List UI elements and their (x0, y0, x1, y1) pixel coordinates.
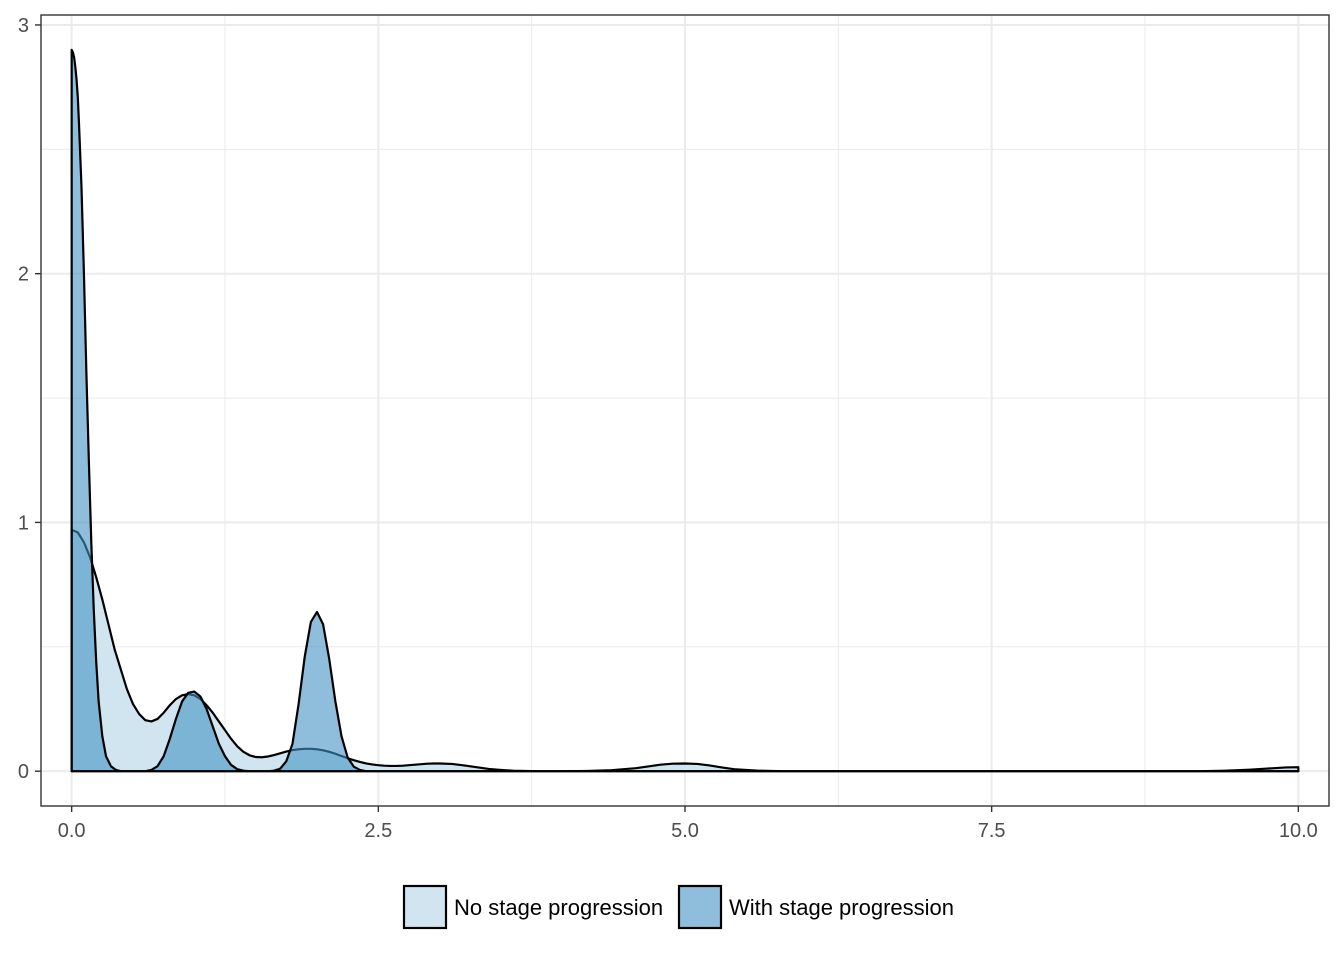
legend-label-series-1: No stage progression (454, 895, 663, 920)
x-tick-label: 0.0 (58, 820, 86, 842)
y-tick-label: 3 (18, 15, 29, 37)
x-tick-label: 2.5 (364, 820, 392, 842)
legend-key-series-1 (402, 884, 448, 930)
legend-label-series-2: With stage progression (729, 895, 954, 920)
y-tick-label: 1 (18, 512, 29, 534)
density-areas (70, 48, 1300, 773)
legend: No stage progression With stage progressi… (402, 884, 954, 930)
x-axis: 0.0 2.5 5.0 7.5 10.0 (58, 806, 1318, 842)
legend-key-series-2 (677, 884, 723, 930)
y-tick-label: 2 (18, 264, 29, 286)
x-tick-label: 5.0 (671, 820, 699, 842)
x-tick-label: 10.0 (1279, 820, 1318, 842)
y-axis: 0 1 2 3 (18, 15, 41, 783)
y-tick-label: 0 (18, 761, 29, 783)
density-area-series-2 (70, 48, 1300, 773)
x-tick-label: 7.5 (978, 820, 1006, 842)
